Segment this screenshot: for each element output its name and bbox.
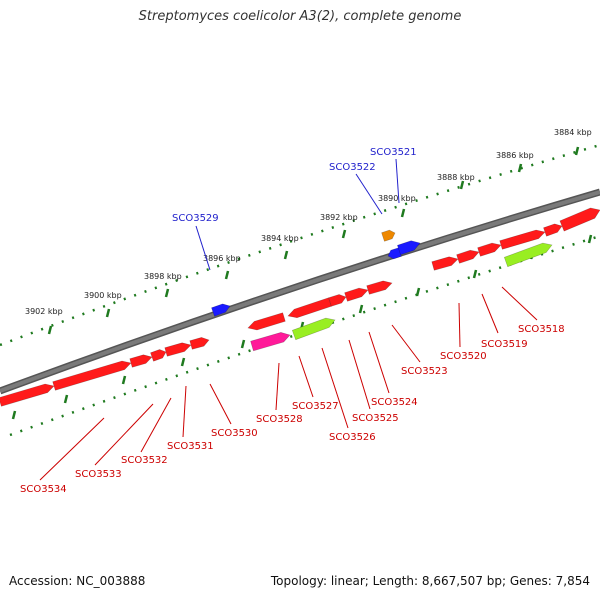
gene-arrow[interactable] <box>291 317 336 341</box>
gene-leader-line <box>481 293 499 334</box>
accession-text: Accession: NC_003888 <box>9 574 146 588</box>
gene-label[interactable]: SCO3523 <box>401 366 448 377</box>
ruler-label: 3900 kbp <box>84 291 122 300</box>
ruler-major-tick <box>400 208 406 218</box>
ruler-label: 3890 kbp <box>378 194 416 203</box>
ruler-major-tick <box>121 375 127 385</box>
gene-leader-line <box>458 302 461 348</box>
gene-label[interactable]: SCO3519 <box>481 339 528 350</box>
gene-label[interactable]: SCO3533 <box>75 469 122 480</box>
genome-backbone <box>0 190 600 393</box>
gene-arrow[interactable] <box>456 249 480 264</box>
ruler-major-tick <box>574 146 580 156</box>
gene-leader-line <box>195 225 211 271</box>
gene-arrow[interactable] <box>431 256 459 271</box>
ruler-label: 3896 kbp <box>203 254 241 263</box>
gene-leader-line <box>368 331 390 394</box>
gene-label[interactable]: SCO3530 <box>211 428 258 439</box>
gene-leader-line <box>348 339 371 410</box>
gene-label[interactable]: SCO3528 <box>256 414 303 425</box>
ruler-label: 3886 kbp <box>496 151 534 160</box>
gene-leader-line <box>94 403 154 466</box>
ruler-major-tick <box>415 287 421 297</box>
gene-label[interactable]: SCO3534 <box>20 484 67 495</box>
ruler-label: 3902 kbp <box>25 307 63 316</box>
gene-leader-line <box>321 347 349 429</box>
gene-label[interactable]: SCO3526 <box>329 432 376 443</box>
gene-arrow[interactable] <box>397 240 421 256</box>
ruler-major-tick <box>587 234 593 244</box>
gene-leader-line <box>182 385 187 438</box>
gene-arrow[interactable] <box>0 383 55 407</box>
ruler-major-tick <box>517 163 523 173</box>
genome-stats-text: Topology: linear; Length: 8,667,507 bp; … <box>270 574 590 588</box>
gene-arrow[interactable] <box>287 297 332 319</box>
ruler-major-tick <box>105 308 111 318</box>
gene-arrow[interactable] <box>499 229 546 250</box>
gene-leader-line <box>39 417 105 481</box>
ruler-major-tick <box>459 180 465 190</box>
ruler-major-tick <box>63 394 69 404</box>
gene-leader-line <box>391 324 421 363</box>
gene-leader-line <box>275 362 280 411</box>
gene-arrow[interactable] <box>189 337 210 350</box>
gene-arrow[interactable] <box>328 294 347 307</box>
gene-arrow[interactable] <box>543 223 563 237</box>
gene-label[interactable]: SCO3521 <box>370 147 417 158</box>
gene-arrow[interactable] <box>366 280 393 295</box>
gene-arrow[interactable] <box>344 287 369 302</box>
gene-arrow[interactable] <box>150 349 167 362</box>
ruler-major-tick <box>47 325 53 335</box>
ruler-label: 3894 kbp <box>261 234 299 243</box>
ruler-major-tick <box>472 269 478 279</box>
ruler-label: 3884 kbp <box>554 128 592 137</box>
gene-leader-line <box>140 397 172 453</box>
ruler-major-tick <box>224 270 230 280</box>
gene-leader-line <box>501 286 538 321</box>
gene-arrow[interactable] <box>559 207 600 232</box>
gene-arrow[interactable] <box>211 303 231 317</box>
ruler-major-tick <box>11 410 17 420</box>
gene-leader-line <box>298 355 314 398</box>
gene-arrow[interactable] <box>247 312 286 331</box>
gene-label[interactable]: SCO3520 <box>440 351 487 362</box>
ruler-major-tick <box>341 229 347 239</box>
gene-label[interactable]: SCO3529 <box>172 213 219 224</box>
gene-leader-line <box>395 158 400 204</box>
ruler-label: 3888 kbp <box>437 173 475 182</box>
gene-arrow[interactable] <box>52 360 132 391</box>
gene-arrow[interactable] <box>164 342 192 357</box>
gene-leader-line <box>209 383 232 425</box>
gene-label[interactable]: SCO3525 <box>352 413 399 424</box>
ruler-label: 3892 kbp <box>320 213 358 222</box>
gene-label[interactable]: SCO3531 <box>167 441 214 452</box>
gene-arrow[interactable] <box>250 332 291 352</box>
gene-label[interactable]: SCO3522 <box>329 162 376 173</box>
gene-arrow[interactable] <box>477 242 502 257</box>
ruler-major-tick <box>164 288 170 298</box>
gene-arrow[interactable] <box>381 229 396 242</box>
ruler-major-tick <box>283 250 289 260</box>
ruler-major-tick <box>180 357 186 367</box>
gene-label[interactable]: SCO3518 <box>518 324 565 335</box>
gene-leader-line <box>355 173 383 215</box>
gene-arrow[interactable] <box>129 354 153 368</box>
gene-label[interactable]: SCO3527 <box>292 401 339 412</box>
gene-label[interactable]: SCO3532 <box>121 455 168 466</box>
ruler-label: 3898 kbp <box>144 272 182 281</box>
ruler-major-tick <box>358 304 364 314</box>
gene-label[interactable]: SCO3524 <box>371 397 418 408</box>
gene-arrow[interactable] <box>503 242 553 268</box>
map-title: Streptomyces coelicolor A3(2), complete … <box>138 9 462 24</box>
ruler-major-tick <box>240 339 246 349</box>
